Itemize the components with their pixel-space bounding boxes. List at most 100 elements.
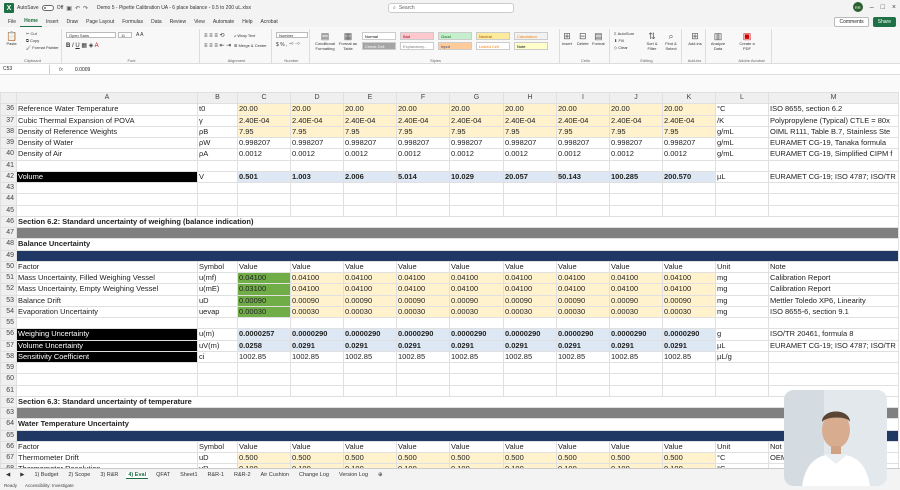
value-cell[interactable]: 0.04100 bbox=[396, 271, 450, 285]
row-header[interactable]: 49 bbox=[0, 249, 17, 262]
value-cell[interactable]: 200.570 bbox=[662, 170, 716, 184]
close-icon[interactable]: × bbox=[891, 3, 896, 11]
value-cell[interactable]: Value bbox=[343, 440, 397, 454]
value-cell[interactable]: 0.0000290 bbox=[449, 328, 504, 341]
value-cell[interactable]: 0.0012 bbox=[237, 148, 291, 161]
value-cell[interactable]: 0.0012 bbox=[290, 148, 344, 161]
cell[interactable] bbox=[715, 159, 769, 172]
cell[interactable] bbox=[609, 159, 663, 172]
value-cell[interactable]: 50.143 bbox=[556, 170, 610, 184]
value-cell[interactable]: Value bbox=[503, 260, 557, 274]
value-cell[interactable]: 0.0291 bbox=[396, 339, 450, 352]
value-cell[interactable]: 0.998207 bbox=[662, 136, 716, 150]
cell[interactable] bbox=[237, 373, 291, 386]
row-header[interactable]: 41 bbox=[0, 159, 17, 172]
font-size-select[interactable]: 11 bbox=[118, 32, 132, 38]
cell[interactable] bbox=[609, 204, 663, 217]
value-cell[interactable]: 1002.85 bbox=[556, 350, 610, 364]
factor-cell[interactable]: Balance Drift bbox=[16, 294, 198, 307]
cell[interactable] bbox=[237, 181, 291, 195]
column-header-i[interactable]: I bbox=[556, 92, 610, 105]
row-header[interactable]: 53 bbox=[0, 294, 17, 307]
value-cell[interactable]: 0.00030 bbox=[449, 305, 504, 319]
cell[interactable] bbox=[237, 384, 291, 397]
align-buttons[interactable]: ≡ ≡ ≡ ⟲ bbox=[204, 33, 225, 39]
value-cell[interactable]: 0.0012 bbox=[556, 148, 610, 161]
value-cell[interactable]: 0.998207 bbox=[343, 136, 397, 150]
value-cell[interactable]: 0.00090 bbox=[556, 294, 610, 307]
value-cell[interactable]: Value bbox=[609, 260, 663, 274]
cell[interactable] bbox=[449, 181, 504, 195]
add-sheet-icon[interactable]: ⊕ bbox=[378, 472, 383, 478]
value-cell[interactable]: 7.95 bbox=[662, 125, 716, 139]
sheet-tab[interactable]: Version Log bbox=[338, 472, 369, 478]
cell[interactable] bbox=[556, 361, 610, 375]
note-cell[interactable]: EURAMET CG-19; ISO 4787; ISO/TR bbox=[768, 170, 899, 184]
cell[interactable] bbox=[16, 361, 198, 375]
row-header[interactable]: 39 bbox=[0, 136, 17, 150]
cell[interactable] bbox=[609, 373, 663, 386]
factor-cell[interactable]: Density of Air bbox=[16, 148, 198, 161]
value-cell[interactable]: 0.0000290 bbox=[609, 328, 663, 341]
value-cell[interactable]: Value bbox=[449, 260, 504, 274]
unit-cell[interactable]: °C bbox=[715, 451, 769, 465]
value-cell[interactable]: 0.04100 bbox=[343, 271, 397, 285]
cell[interactable] bbox=[343, 159, 397, 172]
cell[interactable] bbox=[396, 316, 450, 330]
value-cell[interactable]: 2.40E-04 bbox=[503, 114, 557, 127]
cell[interactable] bbox=[290, 204, 344, 217]
unit-cell[interactable]: /K bbox=[715, 114, 769, 127]
row-header[interactable]: 67 bbox=[0, 451, 17, 465]
cell[interactable] bbox=[556, 193, 610, 206]
unit-cell[interactable]: g bbox=[715, 328, 769, 341]
cell[interactable] bbox=[609, 193, 663, 206]
cell[interactable] bbox=[449, 159, 504, 172]
cell[interactable] bbox=[609, 361, 663, 375]
note-cell[interactable]: Note bbox=[768, 260, 899, 274]
value-cell[interactable]: 1002.85 bbox=[449, 350, 504, 364]
menu-data[interactable]: Data bbox=[151, 18, 162, 25]
cell[interactable] bbox=[396, 159, 450, 172]
note-cell[interactable] bbox=[768, 350, 899, 364]
unit-cell[interactable]: mg bbox=[715, 271, 769, 285]
symbol-cell[interactable]: u(mE) bbox=[197, 283, 238, 296]
value-cell[interactable]: 0.0291 bbox=[343, 339, 397, 352]
cell[interactable] bbox=[290, 159, 344, 172]
paste-button[interactable]: 📋 Paste bbox=[6, 31, 17, 46]
value-cell[interactable]: 7.95 bbox=[503, 125, 557, 139]
value-cell[interactable]: 0.0291 bbox=[449, 339, 504, 352]
cell[interactable] bbox=[503, 159, 557, 172]
value-cell[interactable]: 0.04100 bbox=[396, 283, 450, 296]
value-cell[interactable]: 20.00 bbox=[237, 103, 291, 116]
number-format-select[interactable]: Number bbox=[276, 32, 308, 38]
value-cell[interactable]: 0.04100 bbox=[290, 283, 344, 296]
value-cell[interactable]: 2.40E-04 bbox=[237, 114, 291, 127]
cell[interactable] bbox=[237, 159, 291, 172]
symbol-cell[interactable]: uV(m) bbox=[197, 339, 238, 352]
value-cell[interactable]: Value bbox=[662, 440, 716, 454]
row-header[interactable]: 60 bbox=[0, 373, 17, 386]
cell[interactable] bbox=[237, 361, 291, 375]
unit-cell[interactable]: µL bbox=[715, 339, 769, 352]
cell-style-good[interactable]: Good bbox=[438, 32, 472, 40]
sheet-tab[interactable]: Change Log bbox=[298, 472, 329, 478]
value-cell[interactable]: Value bbox=[662, 260, 716, 274]
value-cell[interactable]: Value bbox=[290, 440, 344, 454]
symbol-cell[interactable]: u(m) bbox=[197, 328, 238, 341]
cell[interactable] bbox=[715, 316, 769, 330]
value-cell[interactable]: 1002.85 bbox=[503, 350, 557, 364]
delete-cells-button[interactable]: ⊟ Delete bbox=[577, 31, 589, 46]
factor-cell[interactable]: Density of Reference Weights bbox=[16, 125, 198, 139]
note-cell[interactable]: ISO/TR 20461, formula 8 bbox=[768, 328, 899, 341]
column-header-g[interactable]: G bbox=[449, 92, 504, 105]
value-cell[interactable]: 1002.85 bbox=[237, 350, 291, 364]
column-header-j[interactable]: J bbox=[609, 92, 663, 105]
row-header[interactable]: 51 bbox=[0, 271, 17, 285]
cell[interactable] bbox=[396, 181, 450, 195]
value-cell[interactable]: 1.003 bbox=[290, 170, 344, 184]
factor-cell[interactable]: Volume bbox=[16, 170, 198, 184]
value-cell[interactable]: 0.500 bbox=[237, 451, 291, 465]
note-cell[interactable]: Polypropylene (Typical) CTLE = 80x bbox=[768, 114, 899, 127]
value-cell[interactable]: 1002.85 bbox=[396, 350, 450, 364]
value-cell[interactable]: 0.0012 bbox=[449, 148, 504, 161]
